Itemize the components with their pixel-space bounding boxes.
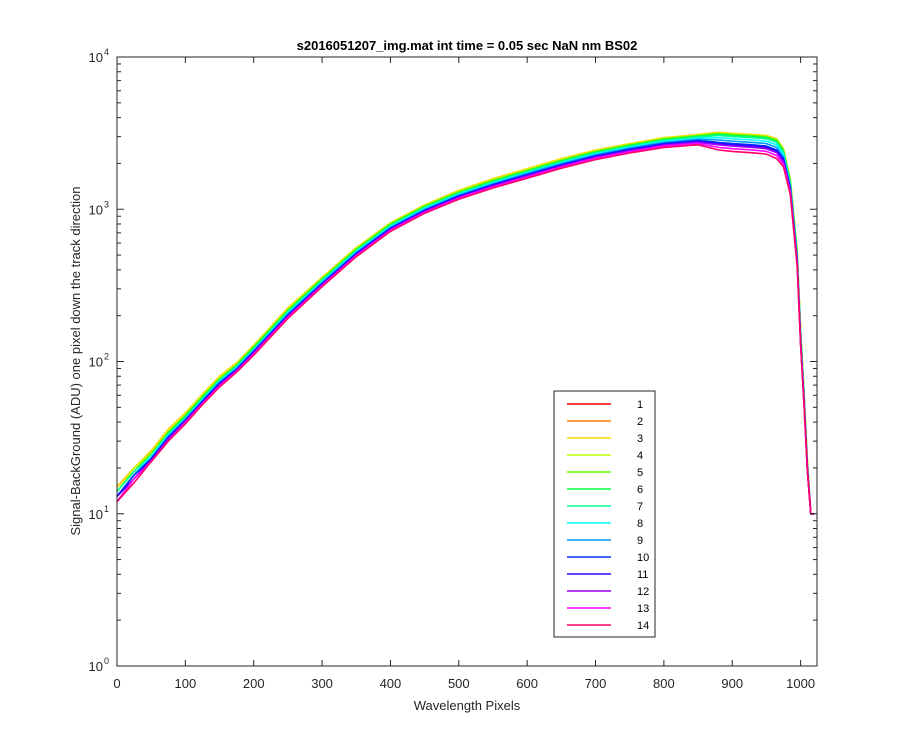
y-tick-exponent: 0 bbox=[104, 656, 109, 666]
legend-label-8: 8 bbox=[637, 518, 643, 530]
legend-label-4: 4 bbox=[637, 450, 643, 462]
x-tick-label: 800 bbox=[653, 676, 675, 691]
legend-label-6: 6 bbox=[637, 484, 643, 496]
x-axis-label: Wavelength Pixels bbox=[414, 698, 521, 713]
chart-title: s2016051207_img.mat int time = 0.05 sec … bbox=[297, 38, 638, 53]
legend-label-9: 9 bbox=[637, 535, 643, 547]
legend-label-14: 14 bbox=[637, 620, 649, 632]
y-tick-label: 10 bbox=[89, 507, 103, 522]
legend-label-7: 7 bbox=[637, 501, 643, 513]
x-tick-label: 0 bbox=[113, 676, 120, 691]
series-line-14 bbox=[116, 144, 815, 515]
x-tick-label: 100 bbox=[175, 676, 197, 691]
x-tick-label: 1000 bbox=[786, 676, 815, 691]
legend-label-13: 13 bbox=[637, 603, 649, 615]
y-tick-exponent: 3 bbox=[104, 199, 109, 209]
x-tick-label: 600 bbox=[516, 676, 538, 691]
y-tick-label: 10 bbox=[89, 355, 103, 370]
y-axis-label: Signal-BackGround (ADU) one pixel down t… bbox=[68, 186, 83, 535]
x-tick-label: 900 bbox=[721, 676, 743, 691]
legend-label-5: 5 bbox=[637, 467, 643, 479]
legend-label-10: 10 bbox=[637, 552, 649, 564]
y-tick-exponent: 2 bbox=[104, 352, 109, 362]
legend-label-2: 2 bbox=[637, 416, 643, 428]
legend-label-11: 11 bbox=[637, 569, 648, 581]
legend-label-1: 1 bbox=[637, 399, 643, 411]
plot-area bbox=[117, 57, 817, 666]
x-tick-label: 700 bbox=[585, 676, 607, 691]
y-tick-label: 10 bbox=[89, 202, 103, 217]
y-tick-label: 10 bbox=[89, 659, 103, 674]
y-tick-exponent: 4 bbox=[104, 47, 109, 57]
x-tick-label: 300 bbox=[311, 676, 333, 691]
legend-label-12: 12 bbox=[637, 586, 649, 598]
legend-box bbox=[553, 390, 656, 638]
y-tick-label: 10 bbox=[89, 50, 103, 65]
legend-label-3: 3 bbox=[637, 433, 643, 445]
series-layer bbox=[116, 131, 815, 515]
x-tick-label: 200 bbox=[243, 676, 265, 691]
x-tick-label: 400 bbox=[380, 676, 402, 691]
y-tick-exponent: 1 bbox=[104, 504, 109, 514]
x-tick-label: 500 bbox=[448, 676, 470, 691]
